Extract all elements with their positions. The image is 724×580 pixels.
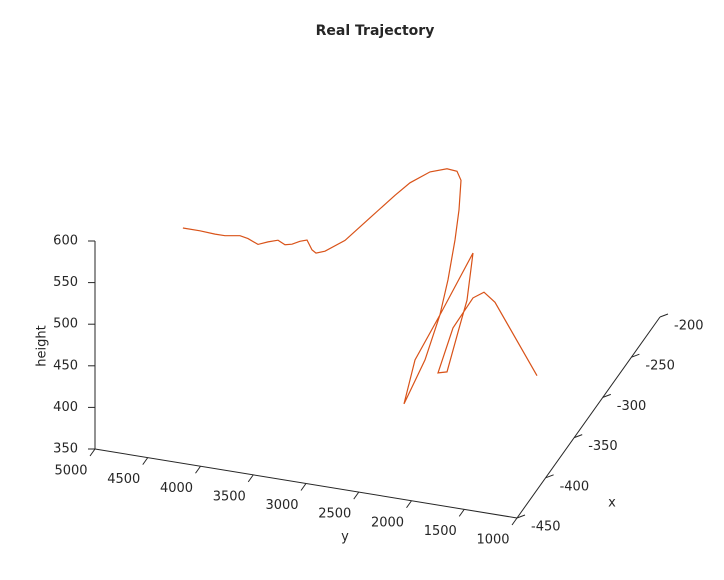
y-tick <box>511 517 518 526</box>
z-axis-label: height <box>35 325 50 366</box>
x-tick-label: -450 <box>531 520 561 535</box>
y-tick <box>142 457 149 465</box>
x-tick-label: -300 <box>617 399 647 414</box>
y-tick-label: 1500 <box>424 524 457 539</box>
z-tick-label: 600 <box>53 234 78 249</box>
y-tick <box>458 509 465 517</box>
z-tick-label: 500 <box>53 317 78 332</box>
x-tick <box>545 474 554 479</box>
y-tick <box>89 448 96 457</box>
y-tick <box>247 474 254 483</box>
y-tick-label: 5000 <box>54 464 87 479</box>
y-tick-label: 4000 <box>160 481 193 496</box>
x-tick <box>516 514 526 519</box>
y-axis-label: y <box>341 530 349 545</box>
z-tick-label: 550 <box>53 275 78 290</box>
x-tick <box>659 313 669 318</box>
y-tick-label: 1000 <box>476 533 509 548</box>
x-tick-label: -250 <box>645 359 675 374</box>
x-tick <box>602 393 611 398</box>
y-tick-label: 2500 <box>318 507 351 522</box>
x-tick-label: -350 <box>588 439 618 454</box>
y-tick-label: 2000 <box>371 515 404 530</box>
chart-title: Real Trajectory <box>316 23 435 39</box>
y-tick <box>300 483 307 491</box>
y-tick <box>353 491 360 500</box>
x-tick-label: -200 <box>674 319 704 334</box>
y-tick <box>195 465 201 474</box>
x-tick <box>631 353 640 358</box>
z-tick-label: 400 <box>53 400 78 415</box>
y-tick <box>406 500 412 509</box>
x-axis-label: x <box>608 496 616 511</box>
z-tick-label: 350 <box>53 442 78 457</box>
y-tick-label: 4500 <box>107 472 140 487</box>
x-axis <box>516 316 661 519</box>
x-tick-label: -400 <box>560 479 590 494</box>
trajectory-line <box>182 168 538 405</box>
x-tick <box>574 434 583 439</box>
y-tick-label: 3000 <box>265 498 298 513</box>
z-tick-label: 450 <box>53 358 78 373</box>
y-tick-label: 3500 <box>213 489 246 504</box>
